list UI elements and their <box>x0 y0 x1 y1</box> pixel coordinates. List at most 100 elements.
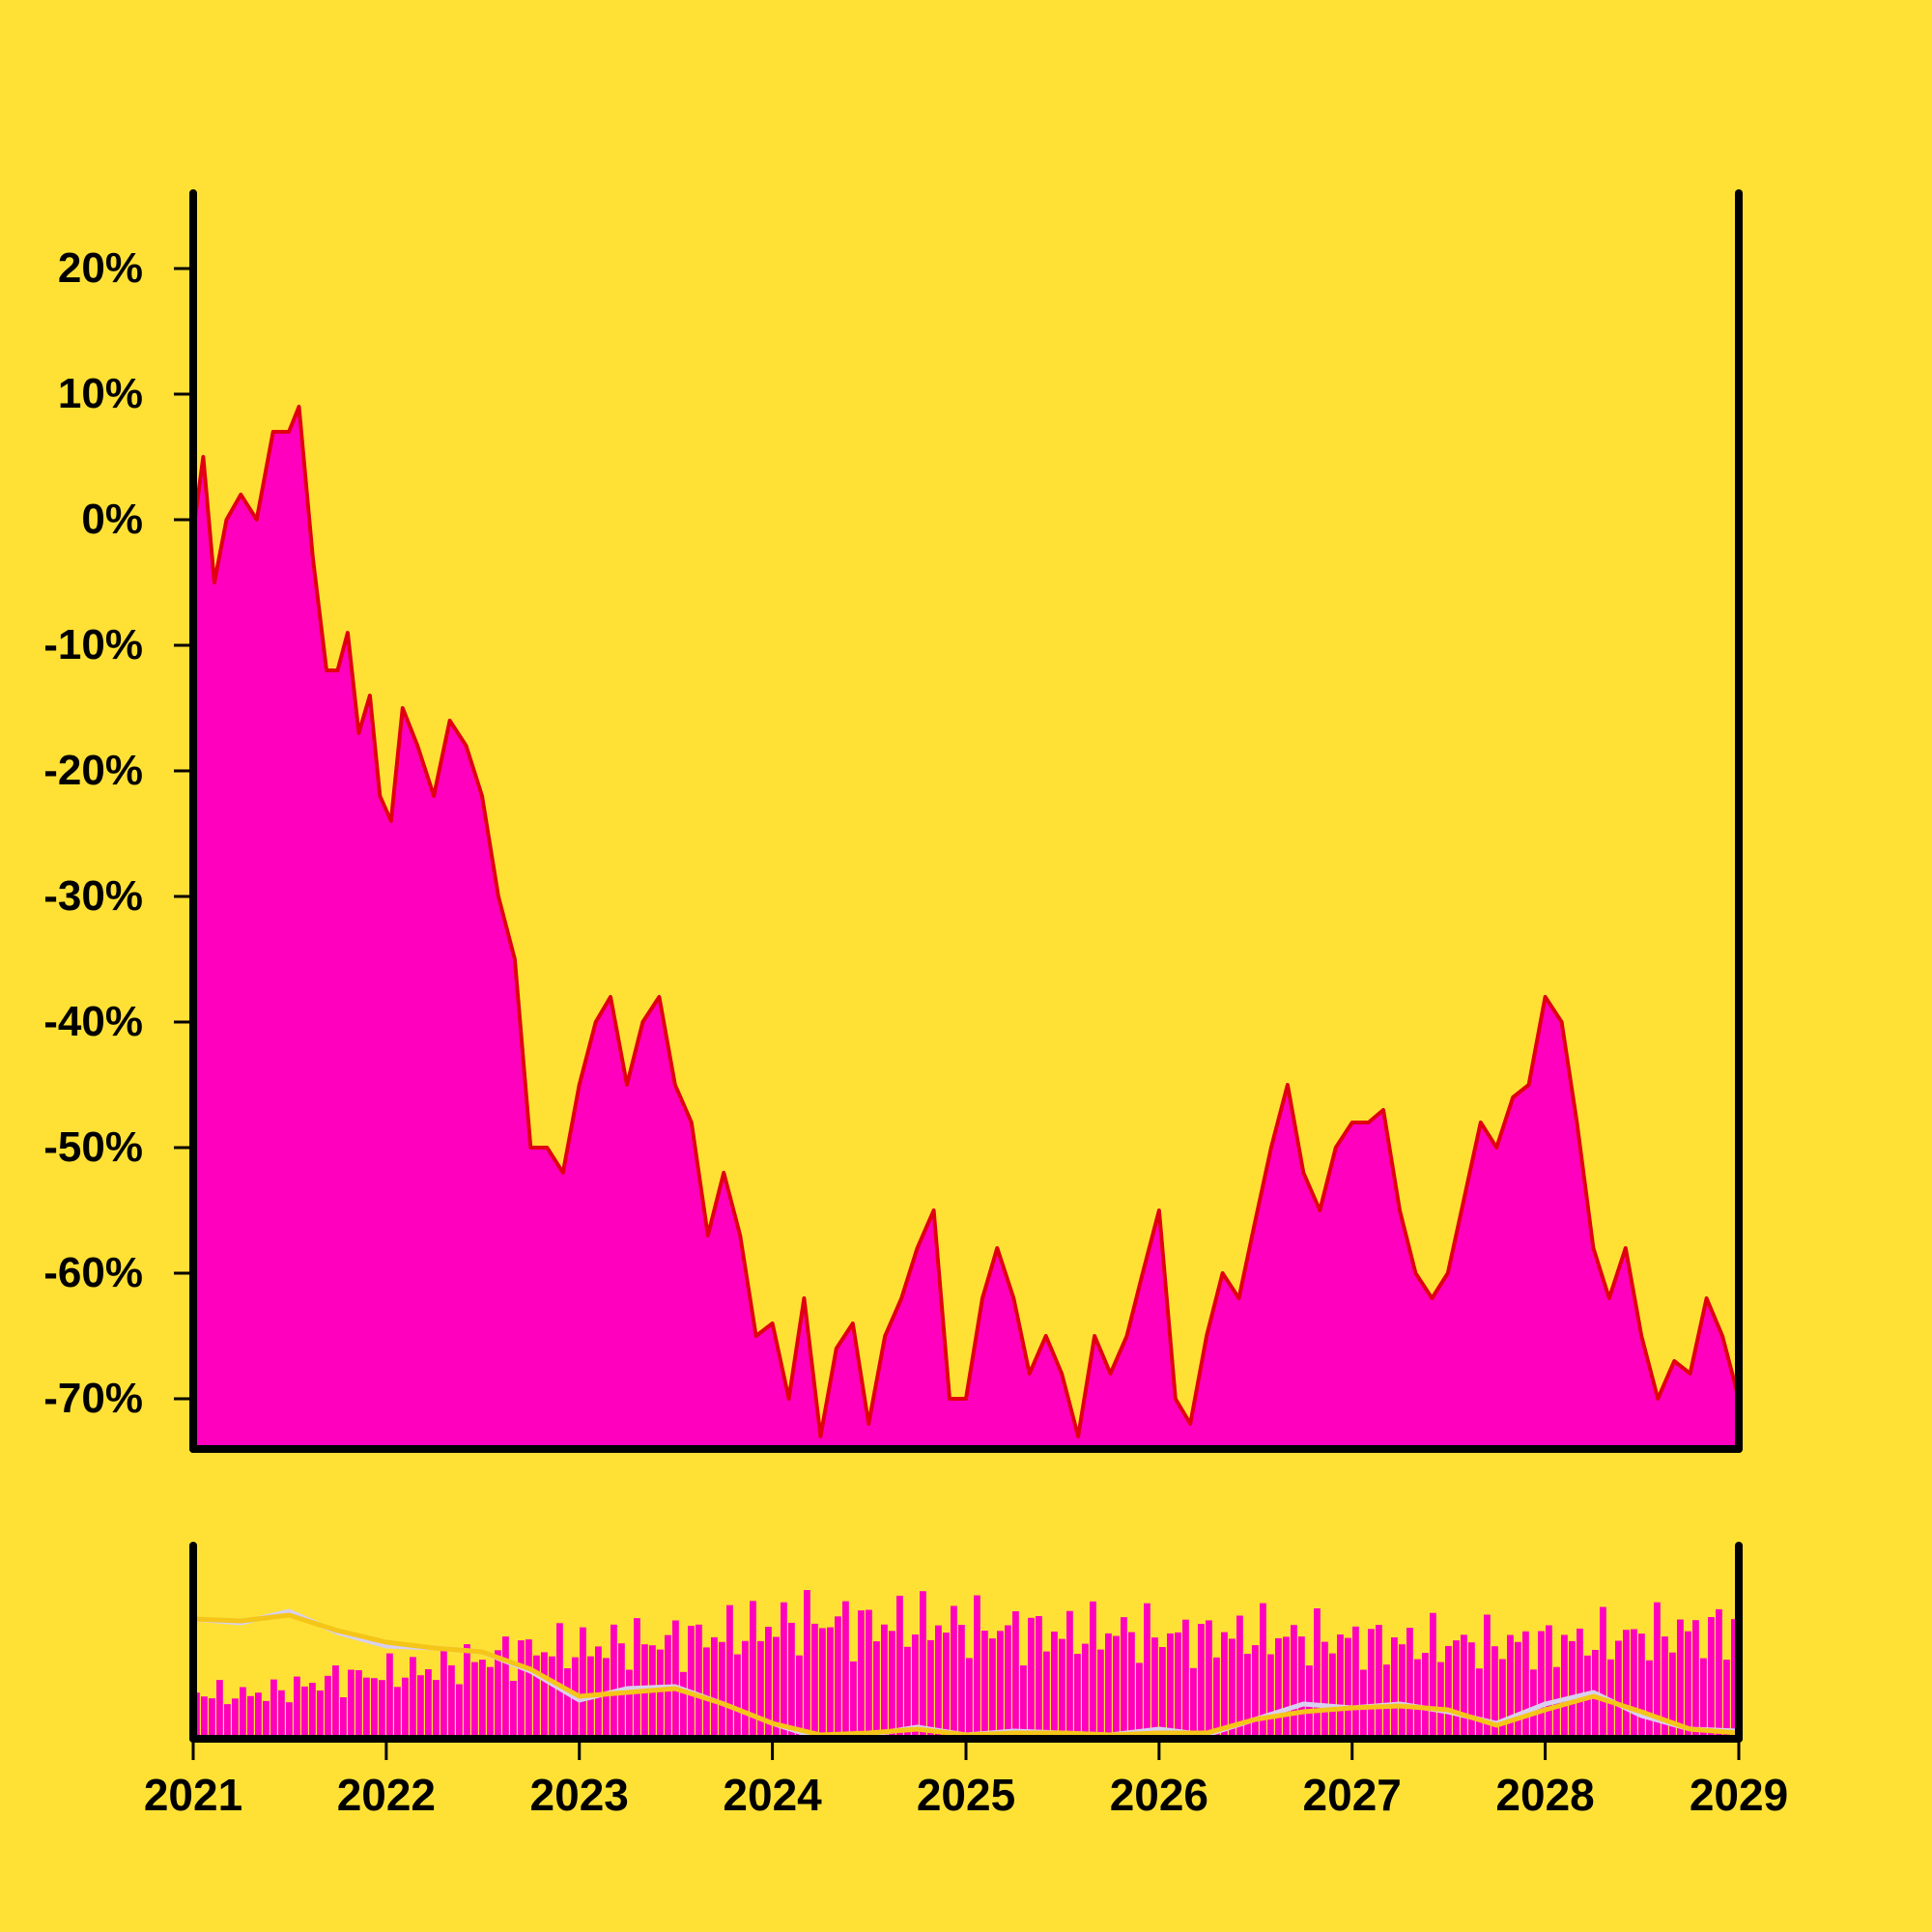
volume-bar <box>348 1669 355 1739</box>
volume-bar <box>1376 1625 1382 1739</box>
volume-bar <box>417 1675 424 1739</box>
volume-bar <box>1082 1643 1089 1739</box>
volume-bar <box>1662 1636 1668 1739</box>
volume-bar <box>920 1591 926 1739</box>
volume-bar <box>1036 1616 1042 1739</box>
volume-bar <box>1252 1645 1259 1739</box>
volume-bar <box>526 1639 532 1739</box>
volume-bar <box>1244 1654 1251 1739</box>
volume-bar <box>1229 1638 1236 1739</box>
volume-bar <box>1646 1660 1653 1739</box>
volume-bar <box>1074 1654 1081 1739</box>
volume-bar <box>471 1662 478 1739</box>
volume-bar <box>634 1618 640 1739</box>
volume-bar <box>278 1690 285 1739</box>
volume-bar <box>611 1624 617 1739</box>
x-tick-label: 2027 <box>1303 1770 1402 1820</box>
volume-bar <box>904 1646 911 1739</box>
volume-bar <box>688 1626 695 1739</box>
volume-bar <box>1453 1640 1460 1739</box>
x-tick-label: 2022 <box>337 1770 436 1820</box>
volume-bar <box>1368 1629 1375 1739</box>
volume-bar <box>1260 1603 1266 1739</box>
volume-bar <box>811 1623 818 1739</box>
volume-bar <box>765 1627 772 1739</box>
volume-bar <box>1631 1629 1637 1739</box>
volume-bar <box>1577 1628 1583 1739</box>
volume-bar <box>1267 1654 1274 1739</box>
volume-bar <box>309 1683 316 1739</box>
volume-bar <box>379 1680 385 1739</box>
volume-bar <box>827 1627 834 1739</box>
volume-bar <box>1337 1634 1344 1739</box>
volume-bar <box>1677 1619 1684 1739</box>
volume-bar <box>1283 1636 1290 1739</box>
x-tick-label: 2026 <box>1110 1770 1208 1820</box>
x-tick-label: 2023 <box>530 1770 629 1820</box>
volume-bar <box>541 1652 548 1739</box>
volume-bar <box>719 1641 725 1739</box>
area-fill <box>193 407 1739 1449</box>
volume-bar <box>1731 1619 1738 1739</box>
volume-bar <box>1600 1606 1606 1739</box>
volume-bar <box>1561 1634 1568 1739</box>
volume-bar <box>487 1666 494 1739</box>
main-plot: 20% 10% 0% -10% -20% -30% -40% -50% -60% -70% <box>43 189 1743 1453</box>
volume-bar <box>951 1605 957 1739</box>
volume-bar <box>1090 1601 1096 1739</box>
volume-bar <box>850 1661 857 1739</box>
volume-bar <box>301 1686 308 1739</box>
volume-bar <box>927 1639 934 1739</box>
volume-bar <box>294 1676 300 1739</box>
volume-bar <box>1206 1620 1212 1739</box>
volume-bar <box>974 1595 980 1739</box>
volume-bar <box>1051 1632 1058 1739</box>
volume-bar <box>1128 1632 1135 1739</box>
volume-bar <box>626 1669 633 1739</box>
volume-bar <box>1028 1617 1035 1739</box>
volume-bar <box>711 1636 718 1739</box>
volume-bar <box>873 1641 880 1739</box>
volume-bar <box>896 1595 903 1739</box>
volume-bar <box>1121 1617 1127 1739</box>
volume-bar <box>270 1679 277 1739</box>
volume-bar <box>1005 1625 1011 1739</box>
volume-bar <box>1723 1660 1730 1739</box>
y-tick-label: -40% <box>43 998 143 1045</box>
volume-bar <box>1569 1640 1576 1739</box>
volume-bar <box>1492 1646 1498 1739</box>
volume-bar <box>881 1624 888 1739</box>
volume-bar <box>456 1684 463 1739</box>
volume-bar <box>1515 1641 1521 1739</box>
volume-bar <box>1352 1626 1359 1739</box>
volume-bar <box>1499 1659 1506 1739</box>
volume-bar <box>479 1660 486 1739</box>
volume-bar <box>734 1654 741 1739</box>
volume-bar <box>440 1650 447 1739</box>
volume-bar <box>1360 1669 1367 1739</box>
volume-bar <box>757 1640 764 1739</box>
volume-bar <box>502 1636 509 1739</box>
volume-bar <box>433 1680 440 1739</box>
volume-bar <box>448 1664 455 1739</box>
volume-bar <box>1507 1634 1514 1739</box>
volume-bar <box>889 1631 895 1739</box>
volume-bar <box>1113 1635 1120 1739</box>
volume-bar <box>240 1687 246 1739</box>
volume-bar <box>1383 1664 1390 1739</box>
volume-bar <box>1476 1668 1483 1739</box>
volume-bar <box>1484 1614 1491 1739</box>
volume-bar <box>247 1695 254 1739</box>
volume-bar <box>1700 1658 1707 1739</box>
volume-bar <box>1461 1634 1467 1739</box>
volume-bar <box>1175 1632 1181 1739</box>
volume-bar <box>842 1601 849 1739</box>
volume-bar <box>1414 1659 1421 1739</box>
y-tick-label: -70% <box>43 1375 143 1422</box>
volume-bar <box>966 1658 973 1739</box>
volume-bar <box>680 1671 687 1739</box>
volume-bar <box>1182 1619 1189 1739</box>
series-line <box>191 405 1741 1438</box>
volume-bar <box>1430 1612 1436 1739</box>
